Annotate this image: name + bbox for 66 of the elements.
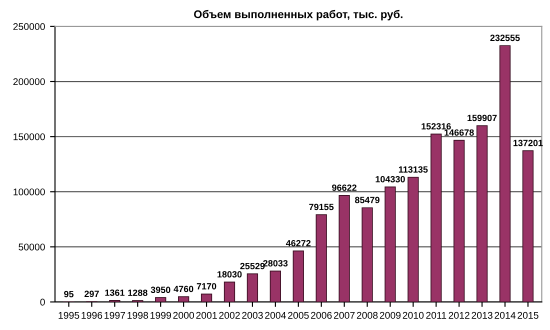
y-tick-label: 100000 [14, 188, 45, 196]
x-tick-label: 1996 [82, 312, 102, 319]
data-label: 137201 [513, 140, 543, 146]
y-tick-label: 200000 [13, 78, 45, 86]
x-tick-label: 2005 [288, 312, 309, 319]
y-tick-label: 150000 [14, 133, 45, 140]
bar [178, 296, 190, 302]
data-label: 297 [84, 290, 99, 298]
bar [224, 282, 236, 302]
bar [155, 297, 166, 302]
bar [384, 186, 396, 302]
bar [430, 134, 442, 302]
bar [499, 45, 511, 302]
x-tick-label: 1995 [58, 312, 80, 319]
x-tick-label: 2014 [494, 312, 516, 319]
data-label: 79155 [309, 204, 334, 210]
y-tick-label: 250000 [13, 23, 45, 30]
data-label: 1288 [128, 290, 148, 296]
data-label: 95 [64, 290, 74, 298]
data-label: 25529 [240, 262, 265, 270]
x-tick-label: 2008 [356, 312, 378, 319]
bar [246, 273, 258, 302]
x-tick-label: 2003 [242, 312, 263, 319]
data-label: 7170 [196, 283, 216, 290]
bar [316, 214, 327, 302]
x-tick-label: 2001 [196, 312, 217, 319]
x-tick-label: 2000 [173, 312, 194, 319]
x-tick-label: 2010 [402, 312, 424, 319]
bar [338, 195, 350, 302]
data-label: 159907 [468, 114, 497, 122]
bar [200, 294, 212, 302]
x-tick-label: 1998 [128, 312, 148, 319]
data-label: 152316 [422, 123, 451, 130]
bar [476, 125, 488, 302]
data-label: 113135 [398, 166, 428, 173]
data-label: 3950 [150, 286, 170, 294]
chart-title: Объем выполненных работ, тыс. руб. [194, 10, 402, 20]
bar [522, 150, 534, 302]
x-tick-label: 1997 [104, 312, 126, 319]
data-label: 4760 [174, 286, 194, 292]
data-label: 85479 [354, 196, 380, 204]
bar [292, 250, 304, 302]
x-tick-label: 2009 [380, 312, 401, 319]
data-label: 28033 [263, 260, 288, 267]
data-label: 18030 [218, 271, 242, 278]
data-label: 104330 [376, 176, 405, 182]
bar [408, 176, 419, 302]
y-tick-label: 50000 [18, 244, 45, 250]
x-tick-label: 2004 [265, 312, 286, 319]
x-tick-label: 2012 [448, 312, 470, 319]
x-tick-label: 1999 [150, 312, 171, 319]
y-tick-label: 0 [40, 298, 45, 306]
x-tick-label: 2002 [219, 312, 240, 319]
x-tick-label: 2015 [518, 312, 538, 319]
x-tick-label: 2011 [426, 312, 446, 319]
x-tick-label: 2013 [472, 312, 492, 319]
data-label: 232555 [490, 34, 520, 42]
data-label: 46272 [286, 240, 311, 246]
x-tick-label: 2006 [311, 312, 332, 319]
x-tick-label: 2007 [334, 312, 355, 319]
bar [270, 270, 281, 302]
data-label: 1361 [105, 289, 124, 296]
data-label: 146678 [444, 129, 474, 136]
bar [454, 140, 465, 302]
bar [362, 207, 373, 302]
data-label: 96622 [332, 184, 356, 191]
